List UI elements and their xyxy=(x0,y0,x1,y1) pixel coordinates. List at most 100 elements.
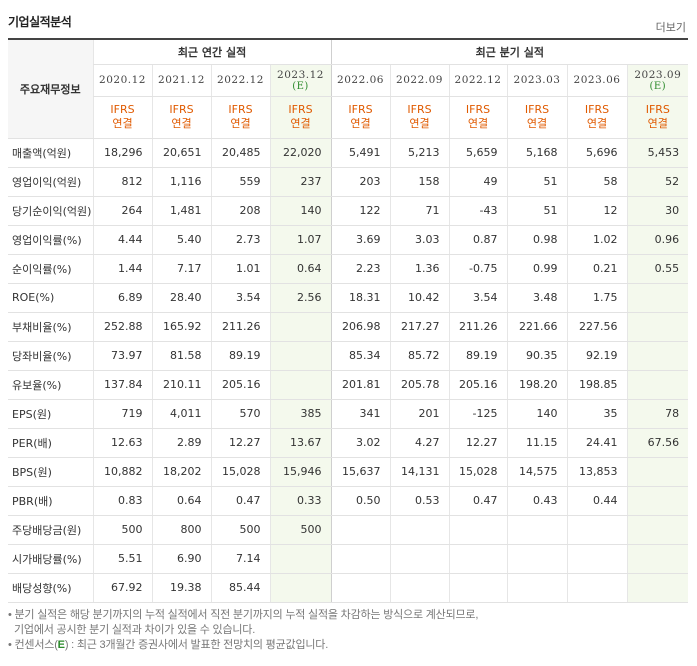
table-cell: 1.75 xyxy=(566,283,628,313)
table-cell: 158 xyxy=(389,167,450,197)
table-cell: 3.54 xyxy=(448,283,508,313)
row-label: 영업이익(억원) xyxy=(8,167,93,197)
table-cell: 4,011 xyxy=(151,398,211,429)
footnote-2: • 컨센서스(E) : 최근 3개월간 증권사에서 발표한 전망치의 평균값입니… xyxy=(8,639,329,651)
table-row: 영업이익(억원) 812 1,116 559 237 203 158 49 51 58 52 xyxy=(8,167,689,197)
table-cell: 0.50 xyxy=(330,486,391,516)
table-cell: 0.87 xyxy=(448,224,508,255)
table-cell: 3.48 xyxy=(506,283,568,313)
period-header: 2022.12 xyxy=(448,64,508,97)
table-row: 부채비율(%) 252.88 165.92 211.26 206.98 217.27 211… xyxy=(8,311,689,342)
table-cell: 221.66 xyxy=(506,311,568,342)
table-cell: 198.85 xyxy=(566,370,628,400)
table-cell xyxy=(626,457,689,487)
table-cell: 812 xyxy=(92,167,152,197)
period-header: 2020.12 xyxy=(92,64,152,97)
table-cell: 24.41 xyxy=(566,428,628,458)
table-cell: 13,853 xyxy=(566,457,628,487)
table-cell: 140 xyxy=(506,398,568,429)
table-row: EPS(원) 719 4,011 570 385 341 201 -125 140 35 78 xyxy=(8,398,689,429)
table-cell: 15,946 xyxy=(269,457,332,487)
table-cell: 206.98 xyxy=(330,311,391,342)
table-cell: 385 xyxy=(269,398,332,429)
table-cell: 500 xyxy=(210,514,270,545)
period-header: 2023.12 (E) xyxy=(269,64,332,97)
table-row: 유보율(%) 137.84 210.11 205.16 201.81 205.78 205.… xyxy=(8,370,689,400)
table-row: 매출액(억원) 18,296 20,651 20,485 22,020 5,491 5,21… xyxy=(8,137,689,168)
table-cell: 1,116 xyxy=(151,167,211,197)
table-cell: 11.15 xyxy=(506,428,568,458)
section-header: 기업실적분석 더보기 xyxy=(8,0,688,34)
table-cell xyxy=(448,544,508,574)
table-cell: 140 xyxy=(269,196,332,226)
table-cell: 51 xyxy=(506,167,568,197)
table-cell: -0.75 xyxy=(448,254,508,284)
table-row: 주당배당금(원) 500 800 500 500 xyxy=(8,514,689,545)
table-cell: 500 xyxy=(92,514,152,545)
table-cell: 5.40 xyxy=(151,224,211,255)
more-link[interactable]: 더보기 xyxy=(655,22,686,34)
row-label: 순이익률(%) xyxy=(8,254,93,284)
table-cell: 0.43 xyxy=(506,486,568,516)
table-cell: 85.44 xyxy=(210,573,270,603)
table-cell: 6.90 xyxy=(151,544,211,574)
table-cell: 208 xyxy=(210,196,270,226)
table-cell: 58 xyxy=(566,167,628,197)
period-header: 2023.03 xyxy=(506,64,568,97)
table-cell: 0.98 xyxy=(506,224,568,255)
table-cell xyxy=(626,311,689,342)
estimate-label: (E) xyxy=(649,80,667,92)
footnote-1-cont: 기업에서 공시한 분기 실적과 차이가 있을 수 있습니다. xyxy=(14,624,256,636)
table-cell: 341 xyxy=(330,398,391,429)
table-cell: 12.63 xyxy=(92,428,152,458)
financial-table: 주요재무정보 최근 연간 실적 최근 분기 실적 2020.12 2021.12 2… xyxy=(8,38,689,603)
table-cell: 3.69 xyxy=(330,224,391,255)
table-cell: 4.27 xyxy=(389,428,450,458)
table-cell: 2.89 xyxy=(151,428,211,458)
table-cell: 5,696 xyxy=(566,137,628,168)
table-cell xyxy=(506,573,568,603)
table-cell: 211.26 xyxy=(210,311,270,342)
table-cell: 264 xyxy=(92,196,152,226)
table-cell: 5,659 xyxy=(448,137,508,168)
ifrs-badge: IFRS 연결 xyxy=(269,96,332,139)
table-cell: 49 xyxy=(448,167,508,197)
table-cell: 5,213 xyxy=(389,137,450,168)
table-cell: 0.99 xyxy=(506,254,568,284)
table-cell xyxy=(566,544,628,574)
table-cell: 5,491 xyxy=(330,137,391,168)
ifrs-badge: IFRS 연결 xyxy=(506,96,568,139)
ifrs-badge: IFRS 연결 xyxy=(330,96,391,139)
row-label: EPS(원) xyxy=(8,398,93,429)
table-cell: 90.35 xyxy=(506,341,568,371)
row-label: ROE(%) xyxy=(8,283,93,313)
table-cell: 0.96 xyxy=(626,224,689,255)
table-cell: 67.56 xyxy=(626,428,689,458)
table-cell: 252.88 xyxy=(92,311,152,342)
table-cell: 2.73 xyxy=(210,224,270,255)
table-cell: 211.26 xyxy=(448,311,508,342)
table-cell: 217.27 xyxy=(389,311,450,342)
table-row: BPS(원) 10,882 18,202 15,028 15,946 15,637 14,1… xyxy=(8,457,689,487)
period-header: 2023.09 (E) xyxy=(626,64,689,97)
table-cell: 500 xyxy=(269,514,332,545)
table-row: 시가배당률(%) 5.51 6.90 7.14 xyxy=(8,544,689,574)
table-cell xyxy=(566,573,628,603)
table-cell: 203 xyxy=(330,167,391,197)
table-cell: 800 xyxy=(151,514,211,545)
footnotes: • 분기 실적은 해당 분기까지의 누적 실적에서 직전 분기까지의 누적 실적… xyxy=(8,608,688,653)
table-cell: 13.67 xyxy=(269,428,332,458)
table-cell: 67.92 xyxy=(92,573,152,603)
table-cell: 12.27 xyxy=(210,428,270,458)
ifrs-badge: IFRS 연결 xyxy=(92,96,152,139)
section-title: 기업실적분석 xyxy=(8,15,72,29)
table-cell: 237 xyxy=(269,167,332,197)
table-cell xyxy=(330,514,391,545)
table-cell: 1,481 xyxy=(151,196,211,226)
footnote-1: • 분기 실적은 해당 분기까지의 누적 실적에서 직전 분기까지의 누적 실적… xyxy=(8,609,479,621)
table-cell xyxy=(506,544,568,574)
table-row: 영업이익률(%) 4.44 5.40 2.73 1.07 3.69 3.03 0.87 0.98… xyxy=(8,224,689,255)
ifrs-badge: IFRS 연결 xyxy=(566,96,628,139)
table-cell xyxy=(389,514,450,545)
table-cell xyxy=(448,514,508,545)
